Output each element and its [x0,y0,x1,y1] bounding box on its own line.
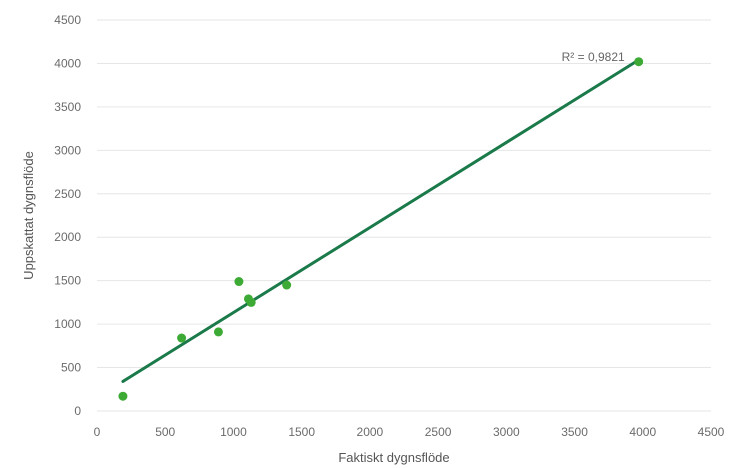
trendline-group [121,58,641,383]
y-tick-label-2500: 2500 [54,187,81,201]
y-axis-title: Uppskattat dygnsflöde [21,151,36,280]
y-tick-label-2000: 2000 [54,230,81,244]
x-tick-label-500: 500 [155,425,175,439]
x-tick-label-4000: 4000 [629,425,656,439]
data-point-7 [282,280,292,290]
x-axis-title: Faktiskt dygnsflöde [338,450,449,465]
x-tick-label-1000: 1000 [220,425,247,439]
data-point-8 [634,57,644,67]
x-tick-label-2000: 2000 [357,425,384,439]
x-tick-label-0: 0 [94,425,101,439]
data-points [118,57,644,401]
data-point-2 [177,333,187,343]
y-tick-label-4500: 4500 [54,13,81,27]
data-point-1 [118,391,128,401]
x-tick-label-1500: 1500 [288,425,315,439]
y-tick-label-1000: 1000 [54,317,81,331]
x-tick-label-2500: 2500 [425,425,452,439]
x-tick-label-3000: 3000 [493,425,520,439]
y-tick-label-0: 0 [74,404,81,418]
grid-lines [97,19,711,412]
y-tick-label-1500: 1500 [54,274,81,288]
x-tick-label-3500: 3500 [561,425,588,439]
data-point-6 [246,297,256,307]
data-point-3 [213,327,223,337]
trendline [121,58,641,383]
data-point-4 [234,277,244,287]
x-axis-tick-labels: 0 500 1000 1500 2000 2500 3000 3500 4000 4500 [94,425,725,439]
y-tick-label-4000: 4000 [54,56,81,70]
y-tick-label-500: 500 [61,361,81,375]
r-squared-annotation: R² = 0,9821 [562,50,625,64]
x-tick-label-4500: 4500 [698,425,725,439]
y-tick-label-3500: 3500 [54,100,81,114]
y-axis-tick-labels: 0 500 1000 1500 2000 2500 3000 3500 4000 4500 [54,13,81,418]
y-tick-label-3000: 3000 [54,143,81,157]
